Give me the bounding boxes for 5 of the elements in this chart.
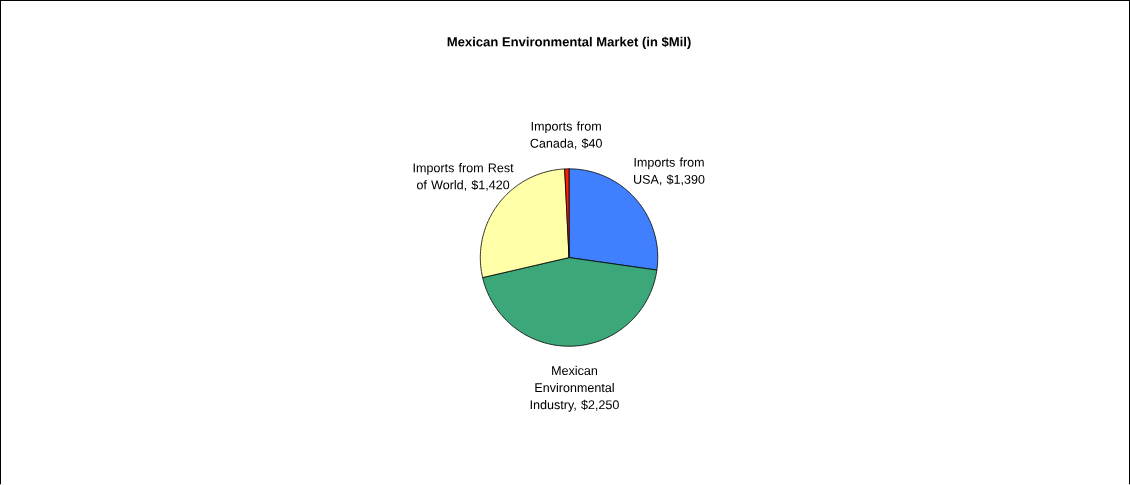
slice-label: Mexican Environmental Industry, $2,250 [530,365,619,412]
slice-label: Imports from Rest of World, $1,420 [413,163,514,191]
slice-label: Imports from USA, $1,390 [634,157,705,186]
chart-title: Mexican Environmental Market (in $Mil) [447,36,691,50]
slice-label: Imports from Canada, $40 [530,121,602,150]
